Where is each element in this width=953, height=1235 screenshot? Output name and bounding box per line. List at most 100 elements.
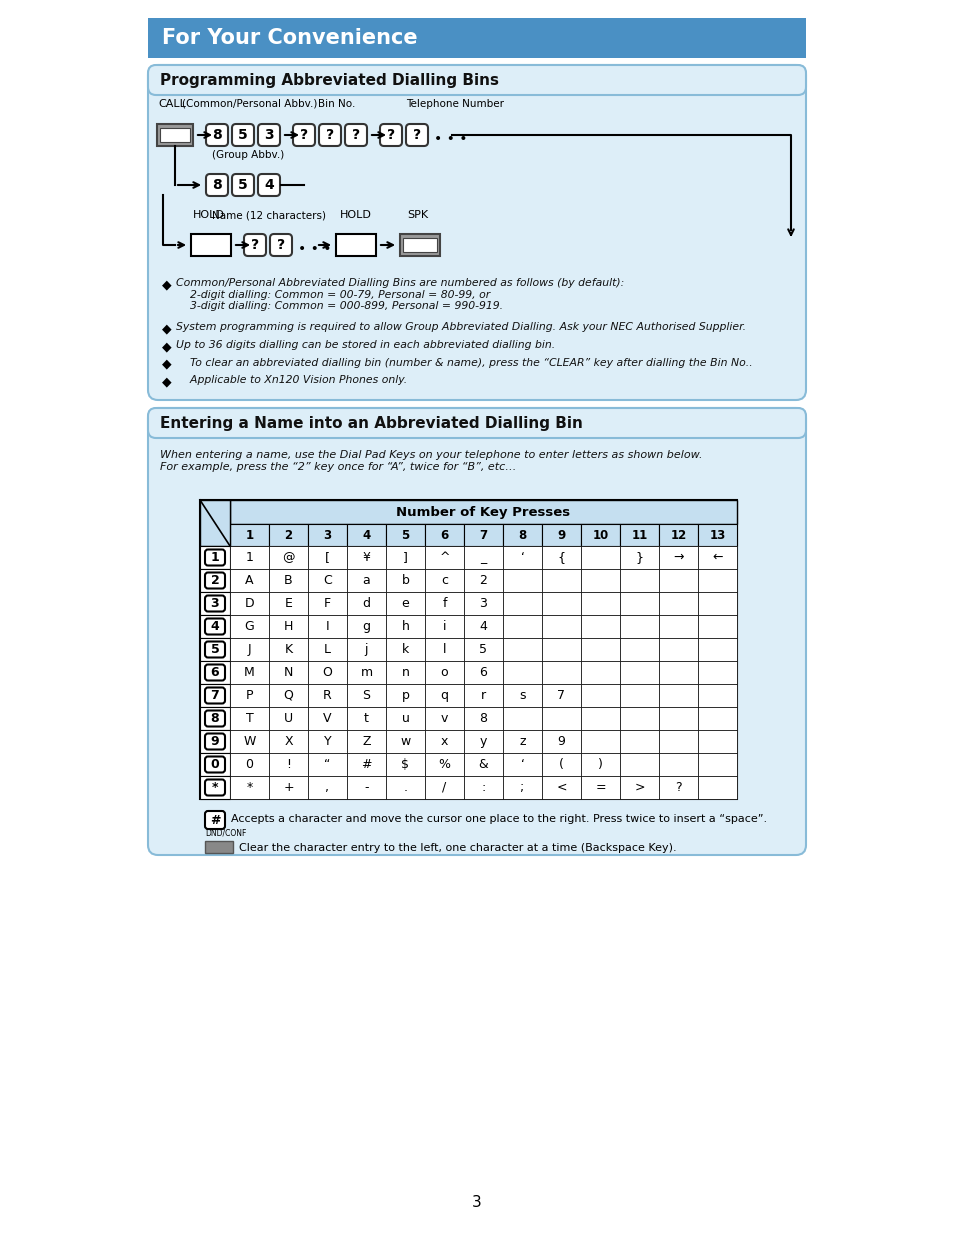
Bar — [463, 684, 502, 706]
Bar — [424, 592, 463, 615]
Text: →: → — [673, 551, 683, 564]
Text: f: f — [442, 597, 446, 610]
Text: C: C — [323, 574, 332, 587]
Text: &: & — [478, 758, 488, 771]
Bar — [269, 615, 308, 638]
Bar — [580, 661, 619, 684]
Bar — [463, 730, 502, 753]
Text: {: { — [557, 551, 565, 564]
Bar — [698, 753, 737, 776]
Text: W: W — [243, 735, 255, 748]
Bar — [541, 730, 580, 753]
Bar — [659, 730, 698, 753]
Bar — [541, 638, 580, 661]
Text: System programming is required to allow Group Abbreviated Dialling. Ask your NEC: System programming is required to allow … — [175, 322, 745, 332]
FancyBboxPatch shape — [406, 124, 428, 146]
Bar — [698, 592, 737, 615]
Bar — [200, 684, 230, 706]
Bar — [308, 661, 347, 684]
Bar — [698, 661, 737, 684]
Bar — [347, 753, 386, 776]
Text: 13: 13 — [709, 529, 725, 542]
Text: B: B — [284, 574, 293, 587]
Bar — [308, 753, 347, 776]
Bar — [619, 684, 659, 706]
Bar — [308, 706, 347, 730]
Text: P: P — [246, 689, 253, 701]
Bar — [191, 233, 231, 256]
Text: Accepts a character and move the cursor one place to the right. Press twice to i: Accepts a character and move the cursor … — [231, 814, 766, 824]
Text: =: = — [595, 781, 605, 794]
Text: 5: 5 — [238, 128, 248, 142]
Text: -: - — [364, 781, 369, 794]
Text: 4: 4 — [479, 620, 487, 634]
Text: 8: 8 — [212, 128, 222, 142]
Text: Up to 36 digits dialling can be stored in each abbreviated dialling bin.: Up to 36 digits dialling can be stored i… — [175, 340, 555, 350]
Text: ◆: ◆ — [162, 375, 172, 388]
Bar — [200, 500, 230, 546]
Text: ;: ; — [519, 781, 524, 794]
Text: To clear an abbreviated dialling bin (number & name), press the “CLEAR” key afte: To clear an abbreviated dialling bin (nu… — [175, 357, 752, 368]
Bar — [200, 776, 230, 799]
Bar — [308, 638, 347, 661]
Text: +: + — [283, 781, 294, 794]
Text: !: ! — [286, 758, 291, 771]
Text: Telephone Number: Telephone Number — [406, 99, 503, 109]
Bar — [463, 776, 502, 799]
Text: ◆: ◆ — [162, 357, 172, 370]
Bar — [541, 706, 580, 730]
Bar — [424, 569, 463, 592]
Text: 2: 2 — [211, 574, 219, 587]
Text: S: S — [362, 689, 370, 701]
Text: 3: 3 — [479, 597, 487, 610]
Text: ^: ^ — [438, 551, 449, 564]
Bar — [580, 753, 619, 776]
Bar — [698, 638, 737, 661]
Text: r: r — [480, 689, 485, 701]
Text: 4: 4 — [264, 178, 274, 191]
Bar — [659, 661, 698, 684]
Text: 8: 8 — [212, 178, 222, 191]
Text: V: V — [323, 713, 332, 725]
Bar — [502, 615, 541, 638]
Text: H: H — [283, 620, 293, 634]
Bar — [659, 615, 698, 638]
Bar — [619, 776, 659, 799]
Text: *: * — [246, 781, 253, 794]
Text: ?: ? — [387, 128, 395, 142]
Bar — [424, 615, 463, 638]
Bar — [541, 524, 580, 546]
Bar — [347, 546, 386, 569]
Text: DND/CONF: DND/CONF — [205, 829, 246, 839]
Bar — [386, 661, 424, 684]
Bar — [386, 753, 424, 776]
Bar — [580, 638, 619, 661]
Text: >: > — [634, 781, 644, 794]
Text: 5: 5 — [211, 643, 219, 656]
Text: l: l — [442, 643, 446, 656]
Bar — [308, 684, 347, 706]
Text: ◆: ◆ — [162, 278, 172, 291]
Text: 4: 4 — [211, 620, 219, 634]
Text: 1: 1 — [245, 529, 253, 542]
Text: Y: Y — [323, 735, 331, 748]
Bar — [541, 684, 580, 706]
Text: (: ( — [558, 758, 563, 771]
Bar — [698, 615, 737, 638]
Bar — [580, 546, 619, 569]
Bar — [659, 638, 698, 661]
Text: Clear the character entry to the left, one character at a time (Backspace Key).: Clear the character entry to the left, o… — [239, 844, 676, 853]
Bar — [698, 524, 737, 546]
Text: a: a — [362, 574, 370, 587]
Text: 0: 0 — [211, 758, 219, 771]
Bar — [402, 238, 436, 252]
FancyBboxPatch shape — [205, 550, 225, 566]
Text: O: O — [322, 666, 332, 679]
Text: p: p — [401, 689, 409, 701]
Text: K: K — [284, 643, 293, 656]
Bar — [230, 661, 269, 684]
Bar — [424, 706, 463, 730]
Text: X: X — [284, 735, 293, 748]
FancyBboxPatch shape — [148, 408, 805, 438]
Text: ‘: ‘ — [520, 758, 524, 771]
